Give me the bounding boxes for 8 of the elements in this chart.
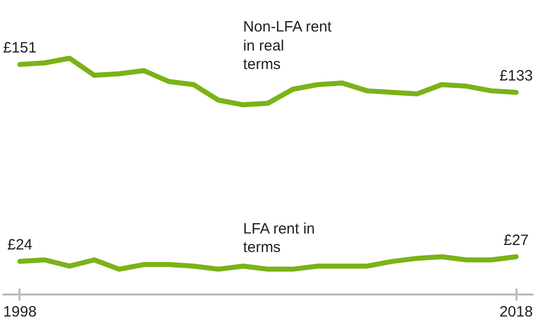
series-label: Non-LFA rent in real terms (243, 18, 332, 74)
data-label: £133 (499, 67, 533, 84)
data-label: £24 (7, 236, 32, 254)
data-label: £27 (504, 232, 529, 249)
x-tick-label: 1998 (3, 304, 37, 319)
data-label: £151 (3, 39, 37, 56)
series-label: LFA rent in terms (243, 220, 315, 256)
x-tick-label: 2018 (499, 304, 533, 319)
